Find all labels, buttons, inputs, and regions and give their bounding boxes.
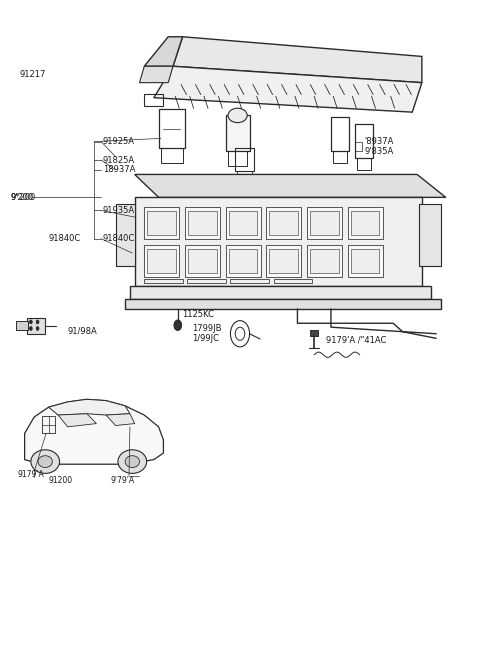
Bar <box>144 279 182 283</box>
Bar <box>269 249 298 273</box>
Text: '8937A: '8937A <box>364 137 394 146</box>
Text: 9'200: 9'200 <box>10 193 34 202</box>
Bar <box>228 211 257 235</box>
Text: 9179'A: 9179'A <box>17 470 44 478</box>
Bar <box>185 245 220 277</box>
Bar <box>274 279 312 283</box>
Circle shape <box>36 327 39 330</box>
Bar <box>188 211 216 235</box>
Bar <box>307 245 342 277</box>
Polygon shape <box>24 399 163 464</box>
Bar <box>355 124 373 158</box>
Bar <box>144 207 179 238</box>
Bar <box>130 286 432 299</box>
Bar <box>357 158 371 170</box>
Text: 9'79'A: 9'79'A <box>111 476 135 485</box>
Text: 91840C: 91840C <box>48 234 81 243</box>
Bar <box>230 279 269 283</box>
Bar <box>188 249 216 273</box>
Bar <box>237 171 252 181</box>
Bar <box>226 207 261 238</box>
Bar <box>125 299 441 309</box>
Bar <box>235 148 254 171</box>
Polygon shape <box>154 66 422 112</box>
Text: 91825A: 91825A <box>103 156 135 164</box>
Text: 9'835A: 9'835A <box>364 147 394 156</box>
Polygon shape <box>173 37 422 83</box>
Bar <box>350 249 379 273</box>
Ellipse shape <box>228 108 247 123</box>
Circle shape <box>36 320 39 324</box>
Bar <box>144 245 179 277</box>
Ellipse shape <box>118 450 147 474</box>
Circle shape <box>174 320 181 330</box>
Bar <box>348 245 383 277</box>
Bar <box>116 204 135 266</box>
Bar <box>311 330 318 336</box>
Bar <box>350 211 379 235</box>
Bar <box>16 321 28 330</box>
Bar <box>331 118 349 152</box>
Bar <box>27 318 45 334</box>
Bar <box>158 109 185 148</box>
Bar <box>420 204 441 266</box>
Polygon shape <box>48 399 130 415</box>
Polygon shape <box>106 414 135 426</box>
Bar <box>42 417 55 434</box>
Bar <box>307 207 342 238</box>
Text: 18937A: 18937A <box>103 166 135 174</box>
Text: 91200: 91200 <box>48 476 72 485</box>
Text: 91840C: 91840C <box>103 234 135 243</box>
Text: 9*200: 9*200 <box>10 193 36 202</box>
Bar <box>266 207 301 238</box>
Bar <box>310 249 338 273</box>
Text: 1125KC: 1125KC <box>182 309 215 319</box>
Ellipse shape <box>31 450 60 474</box>
Bar <box>228 249 257 273</box>
Bar <box>348 207 383 238</box>
Text: 91/98A: 91/98A <box>68 327 97 336</box>
Text: 91935A: 91935A <box>103 206 135 215</box>
Bar <box>185 207 220 238</box>
Bar <box>266 245 301 277</box>
Bar <box>226 116 250 152</box>
Bar <box>187 279 226 283</box>
Bar <box>333 152 347 164</box>
Text: 9179'A /"41AC: 9179'A /"41AC <box>326 335 386 344</box>
Text: 91925A: 91925A <box>103 137 134 146</box>
Bar <box>226 245 261 277</box>
Bar <box>135 197 422 286</box>
Bar <box>147 249 176 273</box>
Bar <box>310 211 338 235</box>
Circle shape <box>29 320 32 324</box>
Text: 1/99JC: 1/99JC <box>192 334 219 343</box>
Circle shape <box>29 327 32 330</box>
Polygon shape <box>140 66 173 83</box>
Ellipse shape <box>125 456 140 468</box>
Bar <box>269 211 298 235</box>
Bar <box>161 148 182 163</box>
Text: 91217: 91217 <box>20 70 46 79</box>
Text: 1799JB: 1799JB <box>192 324 222 333</box>
Polygon shape <box>135 174 446 197</box>
Bar <box>228 152 247 166</box>
Polygon shape <box>58 414 96 427</box>
Ellipse shape <box>38 456 52 468</box>
Bar <box>147 211 176 235</box>
Polygon shape <box>144 37 182 66</box>
